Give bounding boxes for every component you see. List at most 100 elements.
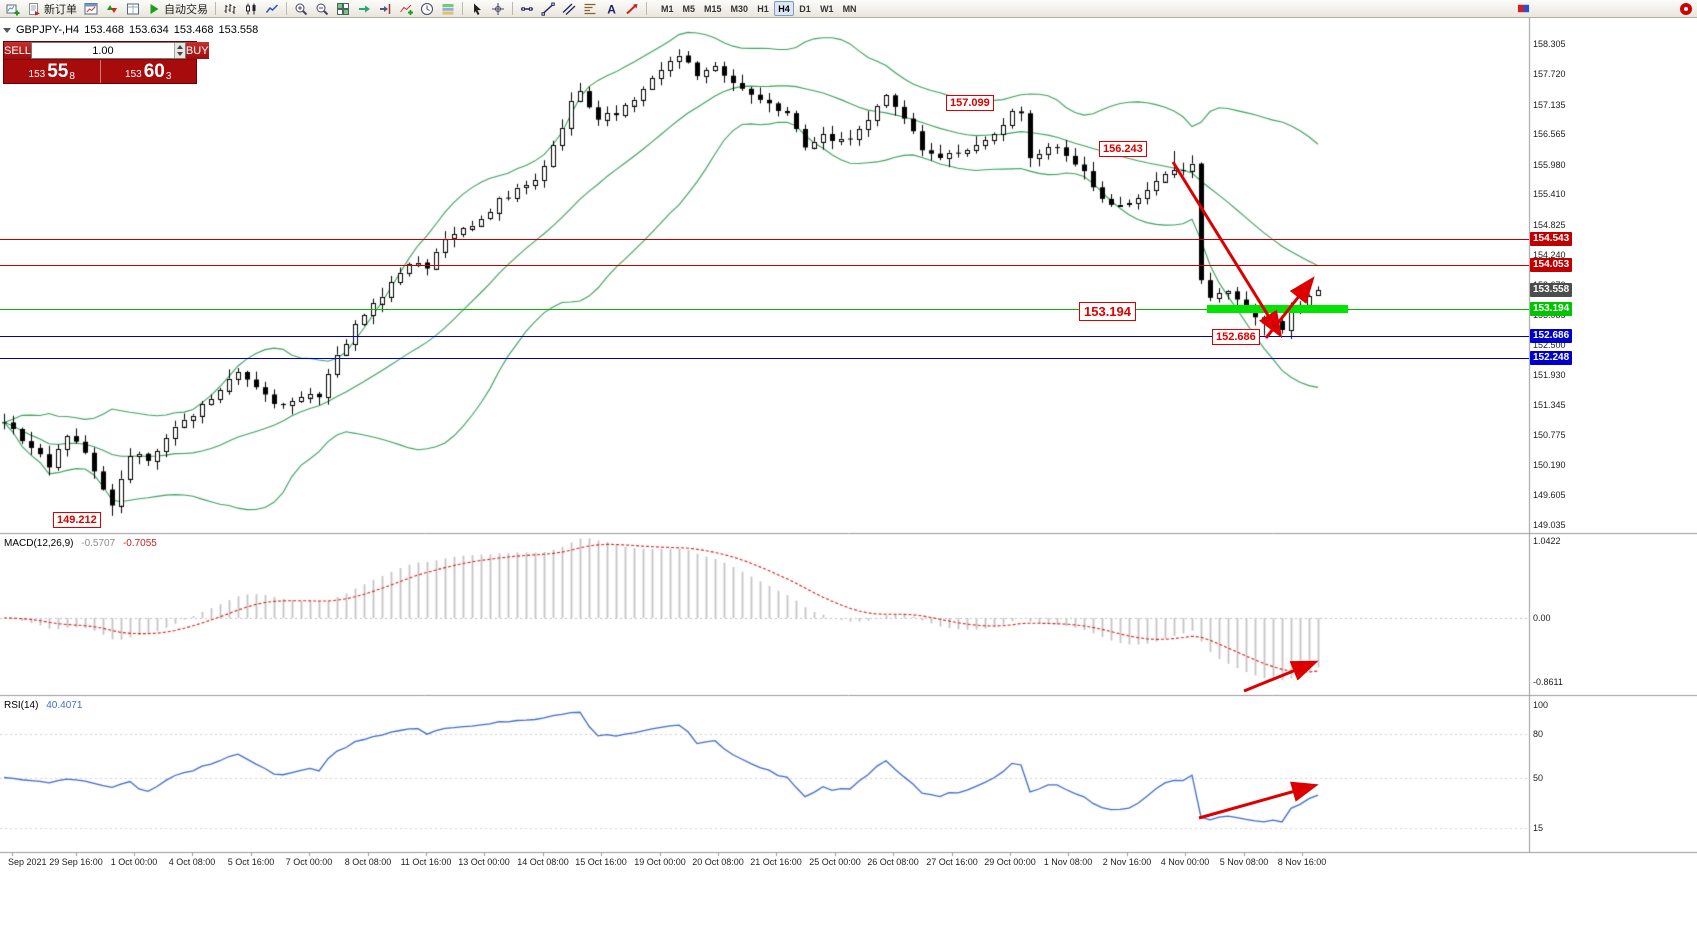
fibonacci-button[interactable] bbox=[580, 1, 600, 17]
price-note[interactable]: 156.243 bbox=[1099, 141, 1147, 157]
auto-scroll-button[interactable] bbox=[354, 1, 374, 17]
zoom-out-button[interactable] bbox=[312, 1, 332, 17]
price-axis-label: 155.980 bbox=[1533, 160, 1566, 170]
price-axis-label: 150.190 bbox=[1533, 460, 1566, 470]
time-axis-label: 20 Oct 08:00 bbox=[692, 857, 744, 867]
time-axis-label: 13 Oct 00:00 bbox=[458, 857, 510, 867]
timeframe-mn-button[interactable]: MN bbox=[842, 3, 857, 14]
cursor-button[interactable] bbox=[467, 1, 487, 17]
price-axis-label: 151.930 bbox=[1533, 370, 1566, 380]
spinner-up-icon bbox=[176, 44, 183, 49]
volume-input[interactable] bbox=[31, 43, 174, 58]
time-axis-label: 29 Oct 00:00 bbox=[984, 857, 1036, 867]
data-window-icon bbox=[126, 2, 140, 16]
bid-price[interactable]: 153 55 8 bbox=[4, 60, 100, 83]
channel-icon bbox=[562, 2, 576, 16]
time-axis-label: 4 Nov 00:00 bbox=[1160, 857, 1210, 867]
text-tool-button[interactable]: A bbox=[601, 1, 621, 17]
horizontal-level-line[interactable] bbox=[0, 336, 1529, 337]
time-axis-label: 5 Nov 08:00 bbox=[1219, 857, 1269, 867]
templates-button[interactable] bbox=[438, 1, 458, 17]
timeframe-h4-button[interactable]: H4 bbox=[774, 1, 795, 16]
timeframe-m15-button[interactable]: M15 bbox=[704, 3, 722, 14]
buy-button[interactable]: BUY bbox=[185, 42, 209, 59]
price-chart-canvas[interactable] bbox=[0, 18, 1697, 942]
chart-shift-button[interactable] bbox=[375, 1, 395, 17]
volume-box bbox=[30, 42, 186, 59]
timeframe-w1-button[interactable]: W1 bbox=[820, 3, 834, 14]
zoom-out-icon bbox=[315, 2, 329, 16]
price-note[interactable]: 153.194 bbox=[1079, 302, 1136, 321]
price-note[interactable]: 157.099 bbox=[946, 95, 994, 111]
price-axis-tag: 152.248 bbox=[1530, 351, 1573, 365]
main-toolbar: 新订单 自动交易 A M1 M5 M15 M30 H1 H4 D1 W1 MN bbox=[0, 0, 1697, 18]
macd-label: MACD(12,26,9) -0.5707 -0.7055 bbox=[4, 538, 157, 549]
timeframe-m5-button[interactable]: M5 bbox=[682, 3, 696, 14]
periods-icon bbox=[420, 2, 434, 16]
ohlc-low: 153.468 bbox=[173, 24, 214, 36]
one-click-toggle-icon[interactable] bbox=[3, 27, 11, 33]
rsi-axis-label: 80 bbox=[1533, 729, 1544, 739]
new-order-button[interactable]: 新订单 bbox=[24, 1, 80, 17]
support-zone-highlight[interactable] bbox=[1207, 305, 1348, 313]
sell-button[interactable]: SELL bbox=[4, 42, 31, 59]
price-axis-label: 157.135 bbox=[1533, 100, 1566, 110]
macd-signal-value: -0.7055 bbox=[122, 538, 157, 549]
candles-chart-icon bbox=[244, 2, 258, 16]
candles-chart-button[interactable] bbox=[241, 1, 261, 17]
bars-chart-button[interactable] bbox=[220, 1, 240, 17]
price-note[interactable]: 152.686 bbox=[1212, 329, 1260, 345]
volume-down-button[interactable] bbox=[174, 50, 185, 58]
channel-button[interactable] bbox=[559, 1, 579, 17]
price-note[interactable]: 149.212 bbox=[53, 512, 101, 528]
horizontal-level-line[interactable] bbox=[0, 239, 1529, 240]
time-axis-label: 7 Oct 00:00 bbox=[285, 857, 333, 867]
time-axis-label: 2 Nov 16:00 bbox=[1102, 857, 1152, 867]
macd-axis-label: 0.00 bbox=[1533, 613, 1551, 623]
horizontal-line-button[interactable] bbox=[517, 1, 537, 17]
crosshair-button[interactable] bbox=[488, 1, 508, 17]
rsi-axis-label: 50 bbox=[1533, 773, 1544, 783]
auto-trading-button[interactable]: 自动交易 bbox=[144, 1, 211, 17]
arrows-tool-button[interactable] bbox=[622, 1, 642, 17]
time-axis-label: 1 Oct 00:00 bbox=[110, 857, 158, 867]
ohlc-close: 153.558 bbox=[218, 24, 259, 36]
line-chart-button[interactable] bbox=[262, 1, 282, 17]
tile-windows-button[interactable] bbox=[333, 1, 353, 17]
chart-area: GBPJPY-,H4 153.468 153.634 153.468 153.5… bbox=[0, 18, 1697, 942]
toolbar-separator bbox=[646, 2, 647, 15]
indicators-button[interactable] bbox=[396, 1, 416, 17]
macd-name: MACD(12,26,9) bbox=[4, 538, 74, 549]
zoom-in-button[interactable] bbox=[291, 1, 311, 17]
mql5-community-icon[interactable] bbox=[1680, 2, 1692, 15]
periods-button[interactable] bbox=[417, 1, 437, 17]
horizontal-level-line[interactable] bbox=[0, 265, 1529, 266]
volume-up-button[interactable] bbox=[174, 43, 185, 51]
chart-window-button[interactable] bbox=[81, 1, 101, 17]
timeframe-m1-button[interactable]: M1 bbox=[661, 3, 674, 14]
auto-trading-icon bbox=[147, 2, 161, 16]
line-chart-icon bbox=[265, 2, 279, 16]
horizontal-level-line[interactable] bbox=[0, 358, 1529, 359]
toolbar-buttons: 新订单 自动交易 A bbox=[3, 1, 650, 17]
price-axis-label: 151.345 bbox=[1533, 400, 1566, 410]
volume-spinner bbox=[173, 43, 185, 58]
time-axis-label: 27 Oct 16:00 bbox=[926, 857, 978, 867]
time-axis-label: 25 Oct 00:00 bbox=[809, 857, 861, 867]
ask-price[interactable]: 153 60 3 bbox=[101, 60, 197, 83]
price-axis-label: 150.775 bbox=[1533, 430, 1566, 440]
horizontal-level-line[interactable] bbox=[0, 309, 1529, 310]
time-axis-label: 26 Oct 08:00 bbox=[867, 857, 919, 867]
price-axis-label: 149.605 bbox=[1533, 490, 1566, 500]
zoom-in-icon bbox=[294, 2, 308, 16]
text-tool-icon: A bbox=[604, 2, 618, 16]
trendline-button[interactable] bbox=[538, 1, 558, 17]
timeframe-h1-button[interactable]: H1 bbox=[757, 3, 769, 14]
market-watch-button[interactable] bbox=[102, 1, 122, 17]
new-chart-button[interactable] bbox=[3, 1, 23, 17]
timeframe-d1-button[interactable]: D1 bbox=[799, 3, 811, 14]
data-window-button[interactable] bbox=[123, 1, 143, 17]
macd-axis-label: -0.8611 bbox=[1533, 677, 1563, 687]
news-icon[interactable] bbox=[1517, 2, 1530, 15]
timeframe-m30-button[interactable]: M30 bbox=[730, 3, 749, 14]
